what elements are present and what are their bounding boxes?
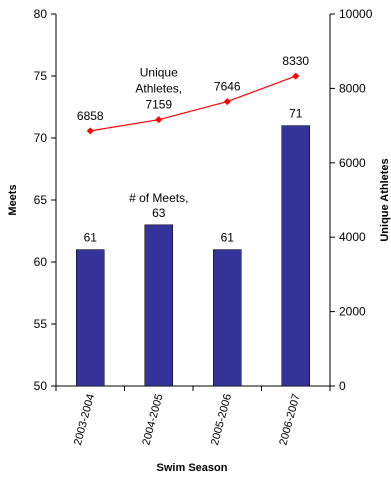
x-axis-title: Swim Season [157, 462, 228, 474]
bar [76, 249, 105, 387]
bars-group [76, 125, 310, 387]
line-data-label: 6858 [77, 109, 104, 123]
y2-axis-tick-label: 6000 [339, 156, 366, 170]
y-axis-tick-label: 75 [34, 69, 48, 83]
x-axis-category-label: 2006-2007 [277, 393, 302, 447]
x-axis-category-label: 2005-2006 [209, 393, 234, 447]
y-axis-tick-label: 80 [34, 7, 48, 21]
y-axis-title: Meets [7, 184, 19, 215]
bar [281, 125, 310, 387]
bar-data-label: 71 [289, 107, 303, 121]
y-axis-tick-label: 55 [34, 317, 48, 331]
x-axis-category-label: 2004-2005 [140, 393, 165, 447]
bar-data-label: # of Meets, 63 [129, 191, 188, 220]
y2-axis-tick-label: 0 [339, 379, 346, 393]
line-data-label: 7646 [214, 80, 241, 94]
y2-axis-title: Unique Athletes [379, 158, 391, 241]
bar [213, 249, 242, 387]
line-point-marker [155, 116, 163, 124]
line-series-group [86, 72, 300, 135]
x-axis-category-label: 2003-2004 [72, 393, 97, 447]
line-data-label: Unique Athletes, 7159 [135, 66, 182, 112]
bar-data-label: 61 [84, 231, 98, 245]
y-axis-tick-label: 60 [34, 255, 48, 269]
y2-axis-tick-label: 8000 [339, 81, 366, 95]
y2-axis-tick-label: 4000 [339, 230, 366, 244]
line-series [90, 75, 296, 132]
line-point-marker [223, 98, 231, 106]
bar-data-label: 61 [221, 231, 235, 245]
y2-axis-tick-label: 2000 [339, 305, 366, 319]
line-point-marker [292, 72, 300, 80]
y-axis-tick-label: 50 [34, 379, 48, 393]
y2-axis-tick-label: 10000 [339, 7, 373, 21]
y-axis-tick-label: 65 [34, 193, 48, 207]
line-data-label: 8330 [282, 54, 309, 68]
line-point-marker [86, 127, 94, 135]
y-axis-tick-label: 70 [34, 131, 48, 145]
bar [144, 224, 173, 387]
labels-group: 61 # of Meets, 63 61 71 6858 Unique Athletes, 71… [77, 54, 310, 244]
